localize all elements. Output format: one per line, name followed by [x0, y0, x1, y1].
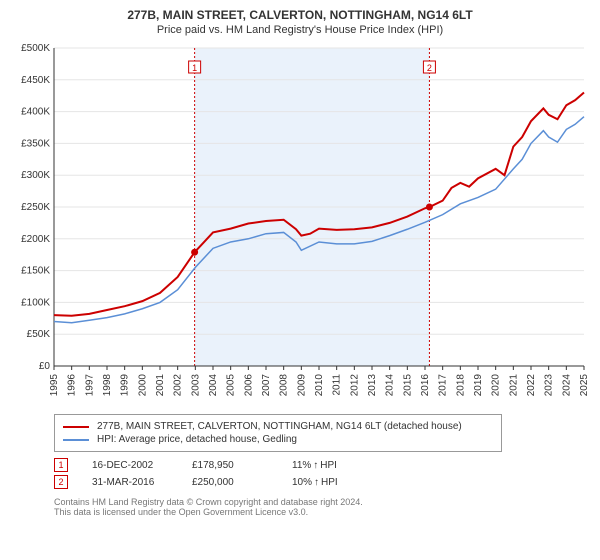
transaction-row: 1 16-DEC-2002 £178,950 11% ↑ HPI — [54, 458, 590, 472]
svg-text:£200K: £200K — [21, 234, 50, 245]
svg-text:2001: 2001 — [155, 374, 166, 397]
transaction-date: 16-DEC-2002 — [92, 460, 192, 471]
svg-text:2009: 2009 — [296, 374, 307, 397]
svg-text:£400K: £400K — [21, 107, 50, 118]
transaction-badge: 1 — [54, 458, 68, 472]
svg-text:2019: 2019 — [473, 374, 484, 397]
svg-text:2011: 2011 — [332, 374, 343, 396]
transaction-pct: 10% — [292, 477, 312, 488]
transaction-suffix: HPI — [320, 460, 337, 471]
footer-line: Contains HM Land Registry data © Crown c… — [54, 497, 590, 507]
legend-label: HPI: Average price, detached house, Gedl… — [97, 434, 297, 445]
transaction-row: 2 31-MAR-2016 £250,000 10% ↑ HPI — [54, 475, 590, 489]
svg-text:2014: 2014 — [385, 374, 396, 397]
footer-line: This data is licensed under the Open Gov… — [54, 507, 590, 517]
chart-svg: £0 £50K £100K £150K £200K £250K £300K £350K £400… — [10, 42, 590, 402]
svg-text:2016: 2016 — [420, 374, 431, 397]
svg-text:2002: 2002 — [173, 374, 184, 397]
svg-text:2015: 2015 — [402, 374, 413, 397]
svg-text:1996: 1996 — [67, 374, 78, 397]
svg-text:2017: 2017 — [438, 374, 449, 397]
svg-text:2021: 2021 — [508, 374, 519, 397]
transaction-pct: 11% — [292, 460, 311, 471]
svg-text:2010: 2010 — [314, 374, 325, 397]
svg-text:1999: 1999 — [120, 374, 131, 397]
svg-text:£450K: £450K — [21, 75, 50, 86]
svg-text:2008: 2008 — [279, 374, 290, 397]
svg-text:2003: 2003 — [190, 374, 201, 397]
legend-label: 277B, MAIN STREET, CALVERTON, NOTTINGHAM… — [97, 421, 462, 432]
svg-text:2020: 2020 — [491, 374, 502, 397]
footer-attribution: Contains HM Land Registry data © Crown c… — [54, 497, 590, 517]
svg-text:2022: 2022 — [526, 374, 537, 397]
svg-text:2: 2 — [427, 63, 432, 73]
svg-text:1: 1 — [192, 63, 197, 73]
svg-text:2012: 2012 — [349, 374, 360, 397]
svg-text:2006: 2006 — [243, 374, 254, 397]
svg-text:1995: 1995 — [49, 374, 60, 397]
svg-text:2000: 2000 — [137, 374, 148, 397]
svg-text:£150K: £150K — [21, 266, 50, 277]
transaction-suffix: HPI — [321, 477, 338, 488]
svg-text:£0: £0 — [39, 361, 51, 372]
legend: 277B, MAIN STREET, CALVERTON, NOTTINGHAM… — [54, 414, 502, 452]
transaction-price: £250,000 — [192, 477, 292, 488]
svg-text:2025: 2025 — [579, 374, 590, 397]
chart-title: 277B, MAIN STREET, CALVERTON, NOTTINGHAM… — [10, 8, 590, 22]
svg-text:£250K: £250K — [21, 202, 50, 213]
svg-text:1997: 1997 — [84, 374, 95, 397]
transaction-date: 31-MAR-2016 — [92, 477, 192, 488]
svg-text:2018: 2018 — [455, 374, 466, 397]
price-chart: £0 £50K £100K £150K £200K £250K £300K £350K £400… — [10, 42, 590, 402]
svg-text:2004: 2004 — [208, 374, 219, 397]
svg-text:2024: 2024 — [561, 374, 572, 397]
svg-text:1998: 1998 — [102, 374, 113, 397]
svg-text:£350K: £350K — [21, 138, 50, 149]
transaction-badge: 2 — [54, 475, 68, 489]
transaction-price: £178,950 — [192, 460, 292, 471]
chart-subtitle: Price paid vs. HM Land Registry's House … — [10, 24, 590, 36]
legend-row: 277B, MAIN STREET, CALVERTON, NOTTINGHAM… — [63, 421, 493, 432]
arrow-up-icon: ↑ — [313, 460, 318, 471]
legend-swatch — [63, 439, 89, 441]
svg-text:2007: 2007 — [261, 374, 272, 397]
svg-text:2013: 2013 — [367, 374, 378, 397]
svg-text:£100K: £100K — [21, 297, 50, 308]
arrow-up-icon: ↑ — [314, 477, 319, 488]
svg-text:2005: 2005 — [226, 374, 237, 397]
legend-row: HPI: Average price, detached house, Gedl… — [63, 434, 493, 445]
legend-swatch — [63, 426, 89, 428]
svg-text:£500K: £500K — [21, 43, 50, 54]
svg-text:2023: 2023 — [544, 374, 555, 397]
svg-text:£300K: £300K — [21, 170, 50, 181]
svg-text:£50K: £50K — [27, 329, 51, 340]
